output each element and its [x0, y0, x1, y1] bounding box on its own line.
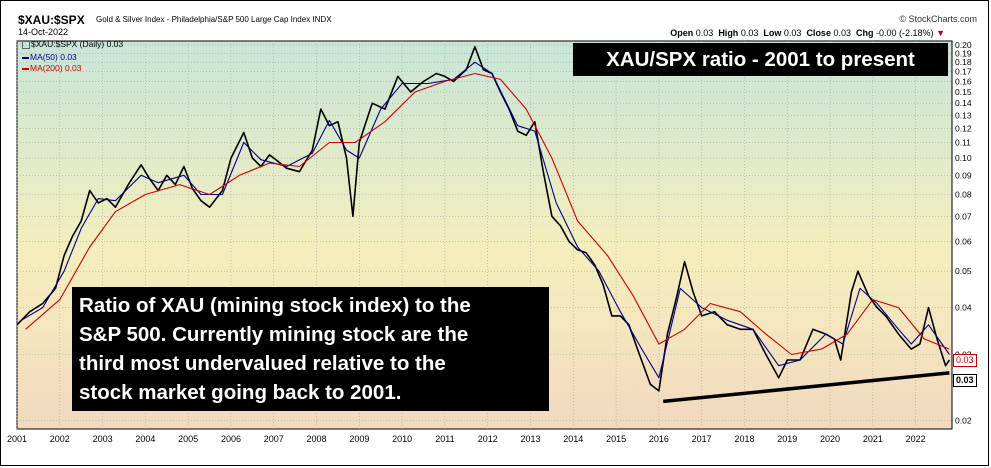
y-tick-label: 0.09 [955, 170, 972, 180]
y-tick-label: 0.02 [955, 416, 972, 426]
x-tick-label: 2013 [520, 434, 540, 444]
y-tick-label: 0.04 [955, 303, 972, 313]
x-tick-label: 2001 [7, 434, 27, 444]
legend-ma200[interactable]: MA(200) 0.03 [22, 63, 82, 73]
y-tick-label: 0.18 [955, 57, 972, 67]
note-line: stock market going back to 2001. [79, 381, 402, 404]
x-tick-label: 2004 [135, 434, 155, 444]
y-tick-label: 0.08 [955, 189, 972, 199]
ma200-swatch [22, 67, 29, 70]
open-label: Open [670, 28, 694, 38]
x-tick-label: 2015 [606, 434, 626, 444]
x-tick-label: 2012 [478, 434, 498, 444]
x-tick-label: 2020 [820, 434, 840, 444]
ohlc-readout: Open 0.03 High 0.03 Low 0.03 Close 0.03 … [670, 28, 945, 38]
y-tick-label: 0.06 [955, 236, 972, 246]
y-tick-label: 0.11 [955, 138, 971, 148]
ma50-series-line [21, 61, 950, 379]
y-tick-label: 0.07 [955, 211, 972, 221]
note-line: S&P 500. Currently mining stock are the [79, 323, 469, 346]
legend-ma50-label: MA(50) 0.03 [30, 52, 77, 62]
x-tick-label: 2019 [777, 434, 797, 444]
x-tick-label: 2006 [221, 434, 241, 444]
chart-symbol: $XAU:$SPX [18, 13, 85, 27]
legend-price[interactable]: $XAU:$SPX (Daily) 0.03 [22, 39, 123, 49]
checkbox-icon [22, 40, 30, 49]
x-tick-label: 2021 [863, 434, 883, 444]
y-tick-label: 0.10 [955, 153, 972, 163]
index-name: Gold & Silver Index - Philadelphia/S&P 5… [96, 15, 332, 24]
close-last-value: 0.03 [953, 374, 977, 387]
y-tick-label: 0.19 [955, 48, 972, 58]
trendline [663, 371, 950, 404]
x-tick-label: 2011 [435, 434, 454, 444]
legend-ma200-label: MA(200) 0.03 [30, 63, 82, 73]
chart-date: 14-Oct-2022 [18, 27, 69, 37]
ma200-last-value: 0.03 [953, 354, 977, 367]
x-tick-label: 2010 [392, 434, 412, 444]
chg-label: Chg [856, 28, 874, 38]
chg-value: -0.00 (-2.18%) [876, 28, 934, 38]
x-tick-label: 2014 [563, 434, 583, 444]
note-line: Ratio of XAU (mining stock index) to the [79, 294, 471, 317]
low-label: Low [763, 28, 782, 38]
x-tick-label: 2002 [50, 434, 70, 444]
close-label: Close [806, 28, 831, 38]
legend-ma50[interactable]: MA(50) 0.03 [22, 52, 77, 62]
y-tick-label: 0.13 [955, 110, 972, 120]
legend-price-label: $XAU:$SPX (Daily) 0.03 [31, 39, 124, 49]
ma50-swatch [22, 56, 29, 59]
y-tick-label: 0.05 [955, 266, 972, 276]
down-arrow-icon: ▼ [936, 28, 945, 38]
x-tick-label: 2007 [264, 434, 284, 444]
y-tick-label: 0.14 [955, 98, 972, 108]
x-tick-label: 2018 [734, 434, 754, 444]
copyright: © StockCharts.com [899, 14, 977, 24]
x-tick-label: 2016 [649, 434, 669, 444]
note-annotation: Ratio of XAU (mining stock index) to the… [72, 287, 549, 411]
x-tick-label: 2017 [692, 434, 712, 444]
close-value: 0.03 [833, 28, 851, 38]
x-tick-label: 2003 [93, 434, 113, 444]
x-tick-label: 2022 [906, 434, 926, 444]
ma200-series-line [25, 72, 950, 356]
y-tick-label: 0.16 [955, 76, 972, 86]
y-tick-label: 0.15 [955, 87, 972, 97]
note-line: third most undervalued relative to the [79, 352, 446, 375]
x-tick-label: 2009 [349, 434, 369, 444]
y-tick-label: 0.17 [955, 67, 972, 77]
high-label: High [718, 28, 739, 38]
high-value: 0.03 [740, 28, 759, 38]
x-tick-label: 2008 [307, 434, 327, 444]
chart-title-annotation: XAU/SPX ratio - 2001 to present [573, 43, 948, 76]
y-tick-label: 0.12 [955, 123, 972, 133]
open-value: 0.03 [695, 28, 714, 38]
low-value: 0.03 [783, 28, 802, 38]
x-tick-label: 2005 [178, 434, 198, 444]
y-tick-label: 0.20 [955, 40, 972, 50]
